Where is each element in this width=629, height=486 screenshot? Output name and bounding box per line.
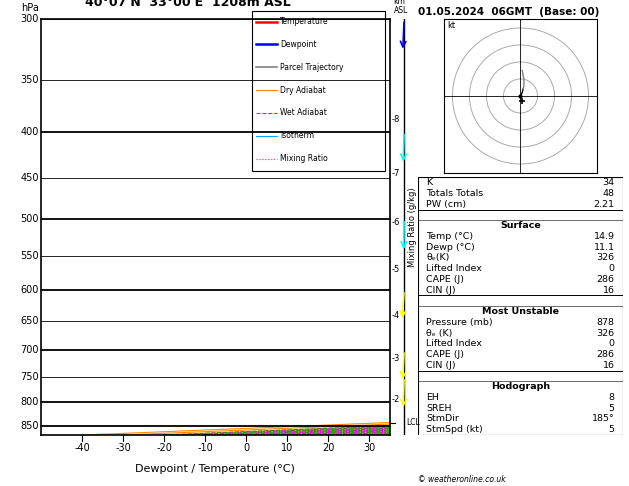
Text: Dewpoint / Temperature (°C): Dewpoint / Temperature (°C) [135, 464, 296, 474]
Text: 750: 750 [21, 372, 39, 382]
Text: Isotherm: Isotherm [280, 131, 314, 140]
Text: LCL: LCL [406, 418, 420, 427]
Text: 550: 550 [21, 251, 39, 261]
Text: -7: -7 [392, 169, 400, 178]
Text: 01.05.2024  06GMT  (Base: 00): 01.05.2024 06GMT (Base: 00) [418, 7, 599, 17]
Bar [252, 11, 385, 171]
Text: Dry Adiabat: Dry Adiabat [280, 86, 326, 95]
Text: Mixing Ratio: Mixing Ratio [280, 154, 328, 163]
Text: Wet Adiabat: Wet Adiabat [280, 108, 327, 118]
Text: 16: 16 [603, 361, 615, 370]
Text: -10: -10 [198, 443, 213, 453]
Text: 11.1: 11.1 [594, 243, 615, 252]
Text: -30: -30 [115, 443, 131, 453]
Text: Lifted Index: Lifted Index [426, 339, 482, 348]
Text: SREH: SREH [426, 404, 452, 413]
Text: 400: 400 [21, 127, 39, 137]
Text: 350: 350 [21, 75, 39, 85]
Text: 2.21: 2.21 [594, 200, 615, 208]
Text: 650: 650 [21, 316, 39, 326]
Text: EH: EH [426, 393, 439, 402]
Text: CAPE (J): CAPE (J) [426, 350, 464, 359]
Text: 10: 10 [281, 443, 294, 453]
Text: 30: 30 [364, 443, 376, 453]
Text: Pressure (mb): Pressure (mb) [426, 318, 493, 327]
Text: Dewp (°C): Dewp (°C) [426, 243, 476, 252]
Text: 300: 300 [21, 15, 39, 24]
Text: 5: 5 [608, 404, 615, 413]
Text: Temperature: Temperature [280, 17, 328, 26]
Text: CAPE (J): CAPE (J) [426, 275, 464, 284]
Text: Totals Totals: Totals Totals [426, 189, 484, 198]
Text: -40: -40 [74, 443, 90, 453]
Text: 185°: 185° [592, 415, 615, 423]
Text: 700: 700 [21, 345, 39, 355]
Text: CIN (J): CIN (J) [426, 361, 456, 370]
Text: Parcel Trajectory: Parcel Trajectory [280, 63, 343, 72]
Text: 878: 878 [596, 318, 615, 327]
Text: -6: -6 [392, 218, 400, 227]
Text: θₑ (K): θₑ (K) [426, 329, 453, 337]
Text: 40°07'N  33°00'E  1208m ASL: 40°07'N 33°00'E 1208m ASL [85, 0, 291, 9]
Text: θₑ(K): θₑ(K) [426, 253, 450, 262]
Text: CIN (J): CIN (J) [426, 286, 456, 295]
Text: 286: 286 [596, 275, 615, 284]
Text: Mixing Ratio (g/kg): Mixing Ratio (g/kg) [408, 188, 417, 267]
Text: Lifted Index: Lifted Index [426, 264, 482, 273]
Text: Surface: Surface [500, 221, 541, 230]
Text: 34: 34 [603, 178, 615, 187]
Text: © weatheronline.co.uk: © weatheronline.co.uk [418, 474, 506, 484]
Text: 326: 326 [596, 329, 615, 337]
Text: km
ASL: km ASL [394, 0, 408, 15]
Text: -2: -2 [392, 395, 400, 404]
Text: 0: 0 [608, 264, 615, 273]
Text: 800: 800 [21, 397, 39, 407]
Text: -8: -8 [392, 115, 400, 124]
Text: 326: 326 [596, 253, 615, 262]
Text: 0: 0 [243, 443, 249, 453]
Text: 5: 5 [608, 425, 615, 434]
Text: Most Unstable: Most Unstable [482, 307, 559, 316]
Text: 0: 0 [608, 339, 615, 348]
Text: -4: -4 [392, 311, 400, 320]
Text: -20: -20 [156, 443, 172, 453]
Text: 286: 286 [596, 350, 615, 359]
Text: 850: 850 [21, 421, 39, 431]
Text: Dewpoint: Dewpoint [280, 40, 316, 49]
Text: 48: 48 [603, 189, 615, 198]
Text: Hodograph: Hodograph [491, 382, 550, 391]
Text: StmSpd (kt): StmSpd (kt) [426, 425, 483, 434]
Text: 20: 20 [322, 443, 335, 453]
Text: kt: kt [447, 21, 455, 30]
Text: 14.9: 14.9 [594, 232, 615, 241]
Text: 450: 450 [21, 173, 39, 183]
Text: K: K [426, 178, 433, 187]
Text: hPa: hPa [21, 3, 39, 13]
Text: 8: 8 [608, 393, 615, 402]
Text: -3: -3 [392, 354, 400, 363]
Text: StmDir: StmDir [426, 415, 459, 423]
Text: 600: 600 [21, 285, 39, 295]
Text: PW (cm): PW (cm) [426, 200, 467, 208]
Text: 16: 16 [603, 286, 615, 295]
Text: Temp (°C): Temp (°C) [426, 232, 474, 241]
Text: -5: -5 [392, 265, 400, 275]
Text: 500: 500 [21, 214, 39, 224]
